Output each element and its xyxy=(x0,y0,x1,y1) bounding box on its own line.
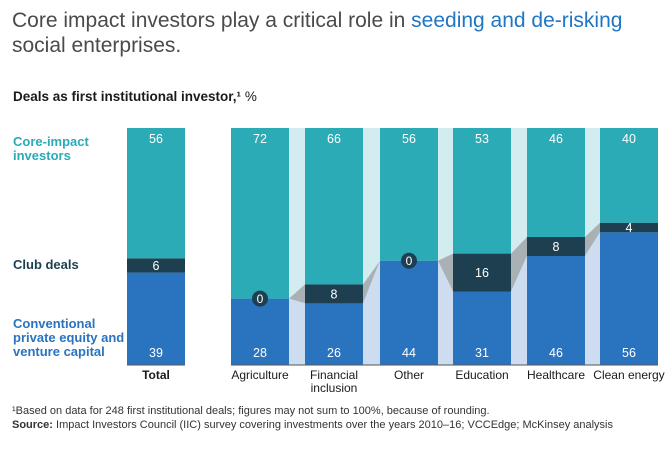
footnote: ¹Based on data for 248 first institution… xyxy=(12,405,490,417)
data-label-club: 4 xyxy=(626,221,633,235)
club-zero-marker xyxy=(252,290,268,307)
subtitle-unit: % xyxy=(244,89,257,104)
bar-core xyxy=(600,128,658,223)
category-label: Clean energy xyxy=(593,368,664,382)
club-zero-marker xyxy=(401,252,417,269)
category-label: Healthcare xyxy=(527,368,585,382)
bar-conventional xyxy=(305,303,363,365)
series-label-club: Club deals xyxy=(13,257,79,272)
bar-conventional xyxy=(380,260,438,365)
data-label-club: 8 xyxy=(331,287,338,301)
data-label-club: 8 xyxy=(553,240,560,254)
data-label-conventional: 26 xyxy=(327,346,341,360)
bar-club xyxy=(305,284,363,304)
source-text: Impact Investors Council (IIC) survey co… xyxy=(56,419,613,431)
bar-core xyxy=(380,128,438,261)
data-label-club: 16 xyxy=(475,266,489,280)
bar-core xyxy=(527,128,585,238)
title-highlight: seeding and de-risking xyxy=(411,9,623,32)
title-part2: social enterprises. xyxy=(12,34,182,57)
data-label-conventional: 39 xyxy=(149,346,163,360)
data-label-core: 40 xyxy=(622,132,636,146)
title-part1: Core impact investors play a critical ro… xyxy=(12,9,412,32)
bar-core xyxy=(231,128,289,299)
data-label-core: 56 xyxy=(149,132,163,146)
chart-title: Core impact investors play a critical ro… xyxy=(12,8,662,58)
data-label-core: 66 xyxy=(327,132,341,146)
chart-subtitle: Deals as first institutional investor,¹ … xyxy=(13,89,257,104)
series-label-conventional: Conventional private equity and venture … xyxy=(13,316,125,359)
data-label-conventional: 56 xyxy=(622,346,636,360)
category-label: Total xyxy=(142,368,170,382)
data-label-core: 72 xyxy=(253,132,267,146)
data-label-conventional: 31 xyxy=(475,346,489,360)
category-label: Other xyxy=(394,368,424,382)
data-label-conventional: 46 xyxy=(549,346,563,360)
source-note: Source: Impact Investors Council (IIC) s… xyxy=(12,419,613,431)
bar-club xyxy=(600,222,658,233)
bar-club xyxy=(127,258,185,273)
bar-core xyxy=(305,128,363,285)
subtitle-text: Deals as first institutional investor,¹ xyxy=(13,89,242,104)
data-label-conventional: 28 xyxy=(253,346,267,360)
data-label-club: 0 xyxy=(406,254,413,268)
bar-conventional xyxy=(527,255,585,365)
data-label-conventional: 44 xyxy=(402,346,416,360)
bar-conventional xyxy=(600,232,658,365)
category-label: Agriculture xyxy=(231,368,289,382)
category-label: Education xyxy=(455,368,508,382)
bar-club xyxy=(527,237,585,256)
bar-core xyxy=(127,128,185,259)
bar-conventional xyxy=(453,291,511,365)
bar-core xyxy=(453,128,511,254)
data-label-core: 46 xyxy=(549,132,563,146)
stacked-bar-chart: 56 39 6 Total 72 28 0 Agriculture 66 26 8 Financial… xyxy=(127,128,665,395)
category-label: inclusion xyxy=(311,381,358,395)
data-label-club: 0 xyxy=(257,292,264,306)
data-label-club: 6 xyxy=(153,259,160,273)
bar-conventional xyxy=(231,298,289,365)
bar-club xyxy=(453,253,511,292)
data-label-core: 53 xyxy=(475,132,489,146)
source-label: Source: xyxy=(12,419,53,431)
series-label-core: Core-impact investors xyxy=(13,134,89,163)
category-label: Financial xyxy=(310,368,358,382)
bar-conventional xyxy=(127,272,185,365)
data-label-core: 56 xyxy=(402,132,416,146)
